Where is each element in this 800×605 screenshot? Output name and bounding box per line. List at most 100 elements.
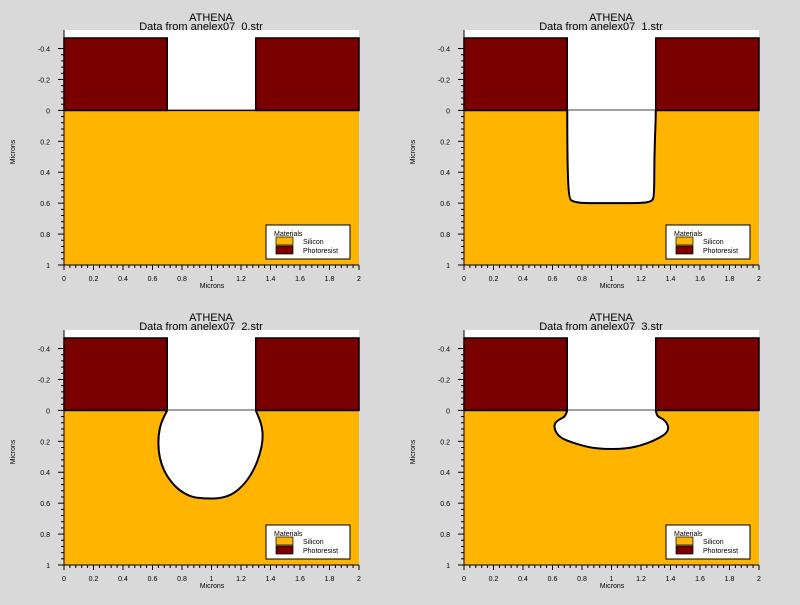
photoresist-left	[463, 37, 568, 112]
legend-title: Materials	[674, 531, 703, 538]
etch-cavity-fill	[567, 110, 656, 204]
legend-label: Photoresist	[703, 248, 738, 255]
chart-title: ATHENA	[589, 312, 633, 324]
y-tick-label: 0.8	[40, 532, 50, 539]
x-tick-label: 0.6	[548, 576, 558, 583]
y-tick-label: 1	[46, 563, 50, 570]
y-tick-label: 0.4	[40, 470, 50, 477]
x-tick-label: 1.4	[666, 276, 676, 283]
y-tick-label: 1	[46, 263, 50, 270]
y-tick-label: 1	[446, 263, 450, 270]
x-axis-label: Microns	[600, 283, 625, 290]
x-tick-label: 0.6	[148, 276, 158, 283]
y-axis-label: Microns	[10, 139, 17, 164]
x-tick-label: 0	[62, 576, 66, 583]
etch-cavity-outline	[566, 110, 657, 205]
x-tick-label: 0	[462, 576, 466, 583]
x-tick-label: 1.6	[295, 576, 305, 583]
x-tick-label: 1.6	[295, 276, 305, 283]
x-tick-label: 0.8	[577, 276, 587, 283]
photoresist-left	[463, 337, 568, 412]
legend-label: Photoresist	[303, 248, 338, 255]
photoresist-left	[63, 337, 168, 412]
y-tick-label: 0.2	[440, 439, 450, 446]
chart-title: ATHENA	[189, 12, 233, 24]
x-tick-label: 0.2	[89, 576, 99, 583]
x-tick-label: 1.2	[636, 276, 646, 283]
x-tick-label: 0.4	[118, 276, 128, 283]
x-tick-label: 1	[210, 276, 214, 283]
y-tick-label: 0.6	[40, 501, 50, 508]
y-axis-label: Microns	[410, 139, 417, 164]
photoresist-right	[655, 337, 760, 412]
legend-label: Photoresist	[303, 548, 338, 555]
y-tick-label: 0.2	[440, 139, 450, 146]
x-tick-label: 2	[357, 576, 361, 583]
x-tick-label: 1.2	[636, 576, 646, 583]
y-tick-label: -0.2	[38, 377, 50, 384]
legend-swatch-silicon	[675, 236, 694, 246]
photoresist-left	[63, 37, 168, 112]
y-tick-label: 0.8	[440, 532, 450, 539]
legend-swatch-silicon	[275, 236, 294, 246]
y-tick-label: -0.4	[438, 347, 450, 354]
x-tick-label: 1.8	[725, 276, 735, 283]
x-tick-label: 0.6	[148, 576, 158, 583]
x-tick-label: 0.4	[518, 576, 528, 583]
x-tick-label: 0.2	[89, 276, 99, 283]
y-axis-label: Microns	[10, 439, 17, 464]
photoresist-right	[255, 337, 360, 412]
photoresist-right	[655, 37, 760, 112]
legend-title: Materials	[674, 231, 703, 238]
legend-swatch-photoresist	[675, 545, 694, 555]
chart-title: ATHENA	[589, 12, 633, 24]
x-tick-label: 1.8	[325, 276, 335, 283]
y-tick-label: 0.2	[40, 139, 50, 146]
x-tick-label: 0.4	[518, 276, 528, 283]
x-axis-label: Microns	[200, 283, 225, 290]
x-tick-label: 1.8	[725, 576, 735, 583]
etch-cavity-fill	[158, 410, 263, 499]
x-tick-label: 0.6	[548, 276, 558, 283]
x-tick-label: 1.6	[695, 576, 705, 583]
x-tick-label: 1.4	[666, 576, 676, 583]
etch-cavity-outline	[553, 410, 670, 451]
legend-swatch-photoresist	[275, 245, 294, 255]
x-tick-label: 1.8	[325, 576, 335, 583]
x-tick-label: 0.2	[489, 276, 499, 283]
x-tick-label: 1.6	[695, 276, 705, 283]
x-tick-label: 1	[610, 276, 614, 283]
y-tick-label: 0	[446, 408, 450, 415]
y-tick-label: -0.4	[38, 47, 50, 54]
x-axis-label: Microns	[200, 583, 225, 590]
y-tick-label: -0.2	[438, 77, 450, 84]
y-tick-label: 0.6	[440, 501, 450, 508]
y-tick-label: 1	[446, 563, 450, 570]
y-tick-label: -0.2	[438, 377, 450, 384]
x-tick-label: 1.4	[266, 576, 276, 583]
x-tick-label: 0.2	[489, 576, 499, 583]
y-tick-label: 0.2	[40, 439, 50, 446]
legend-label: Silicon	[303, 539, 324, 546]
legend-title: Materials	[274, 231, 303, 238]
x-tick-label: 1	[610, 576, 614, 583]
y-tick-label: 0.6	[440, 201, 450, 208]
legend-label: Silicon	[303, 239, 324, 246]
legend-title: Materials	[274, 531, 303, 538]
y-tick-label: -0.4	[438, 47, 450, 54]
x-tick-label: 0.8	[177, 276, 187, 283]
x-tick-label: 2	[757, 276, 761, 283]
y-tick-label: 0	[446, 108, 450, 115]
x-tick-label: 0	[62, 276, 66, 283]
x-tick-label: 0	[462, 276, 466, 283]
